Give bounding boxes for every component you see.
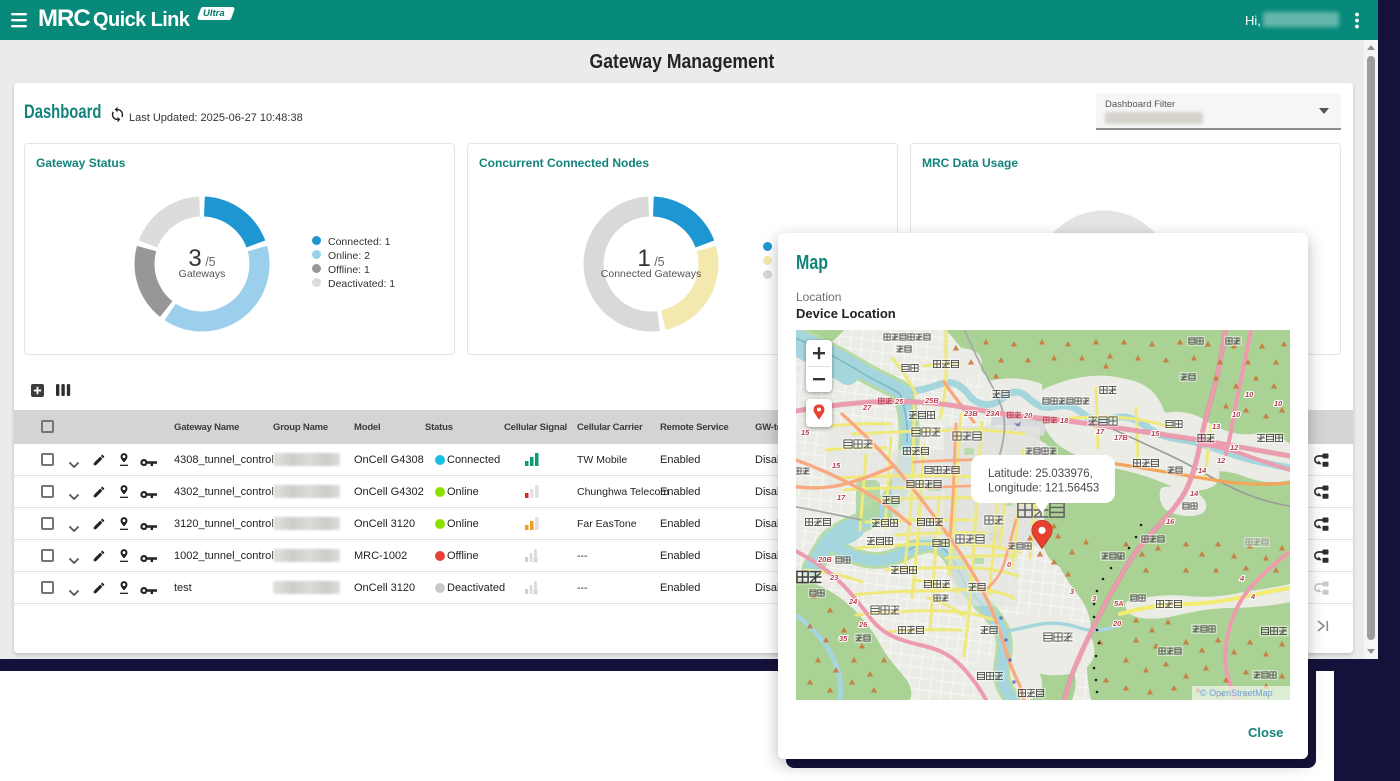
svg-text:35: 35: [839, 634, 848, 643]
svg-text:25B: 25B: [924, 396, 939, 405]
svg-text:14: 14: [1190, 489, 1199, 498]
svg-text:18: 18: [1060, 416, 1069, 425]
svg-text:17: 17: [1096, 427, 1105, 436]
svg-text:24: 24: [848, 597, 858, 606]
svg-text:12: 12: [1217, 456, 1226, 465]
svg-text:12: 12: [1230, 443, 1239, 452]
svg-text:3: 3: [1070, 587, 1075, 596]
svg-text:17: 17: [837, 493, 846, 502]
svg-text:15: 15: [801, 428, 810, 437]
svg-text:10: 10: [1274, 399, 1283, 408]
svg-text:4: 4: [1239, 574, 1245, 583]
svg-text:Latitude: 25.033976,: Latitude: 25.033976,: [988, 468, 1093, 480]
svg-text:16: 16: [1166, 517, 1175, 526]
svg-text:20: 20: [1112, 619, 1122, 628]
svg-text:4: 4: [1250, 592, 1256, 601]
svg-text:25: 25: [894, 397, 904, 406]
svg-text:13: 13: [1212, 422, 1221, 431]
svg-text:15: 15: [832, 461, 841, 470]
svg-text:26: 26: [858, 620, 868, 629]
svg-text:17B: 17B: [1114, 433, 1128, 442]
svg-text:20B: 20B: [817, 555, 832, 564]
svg-text:27: 27: [862, 403, 872, 412]
svg-text:3: 3: [1092, 594, 1097, 603]
svg-text:10: 10: [1232, 410, 1241, 419]
svg-text:23A: 23A: [985, 409, 1000, 418]
svg-text:© OpenStreetMap: © OpenStreetMap: [1200, 688, 1273, 698]
svg-text:0: 0: [1007, 560, 1012, 569]
svg-text:15: 15: [1151, 429, 1160, 438]
svg-text:14: 14: [1198, 466, 1207, 475]
svg-text:20: 20: [1023, 411, 1033, 420]
svg-text:23B: 23B: [963, 409, 978, 418]
svg-text:23: 23: [829, 573, 839, 582]
svg-text:5A: 5A: [1114, 599, 1124, 608]
svg-text:10: 10: [1245, 390, 1254, 399]
svg-text:Longitude: 121.56453: Longitude: 121.56453: [988, 483, 1099, 495]
